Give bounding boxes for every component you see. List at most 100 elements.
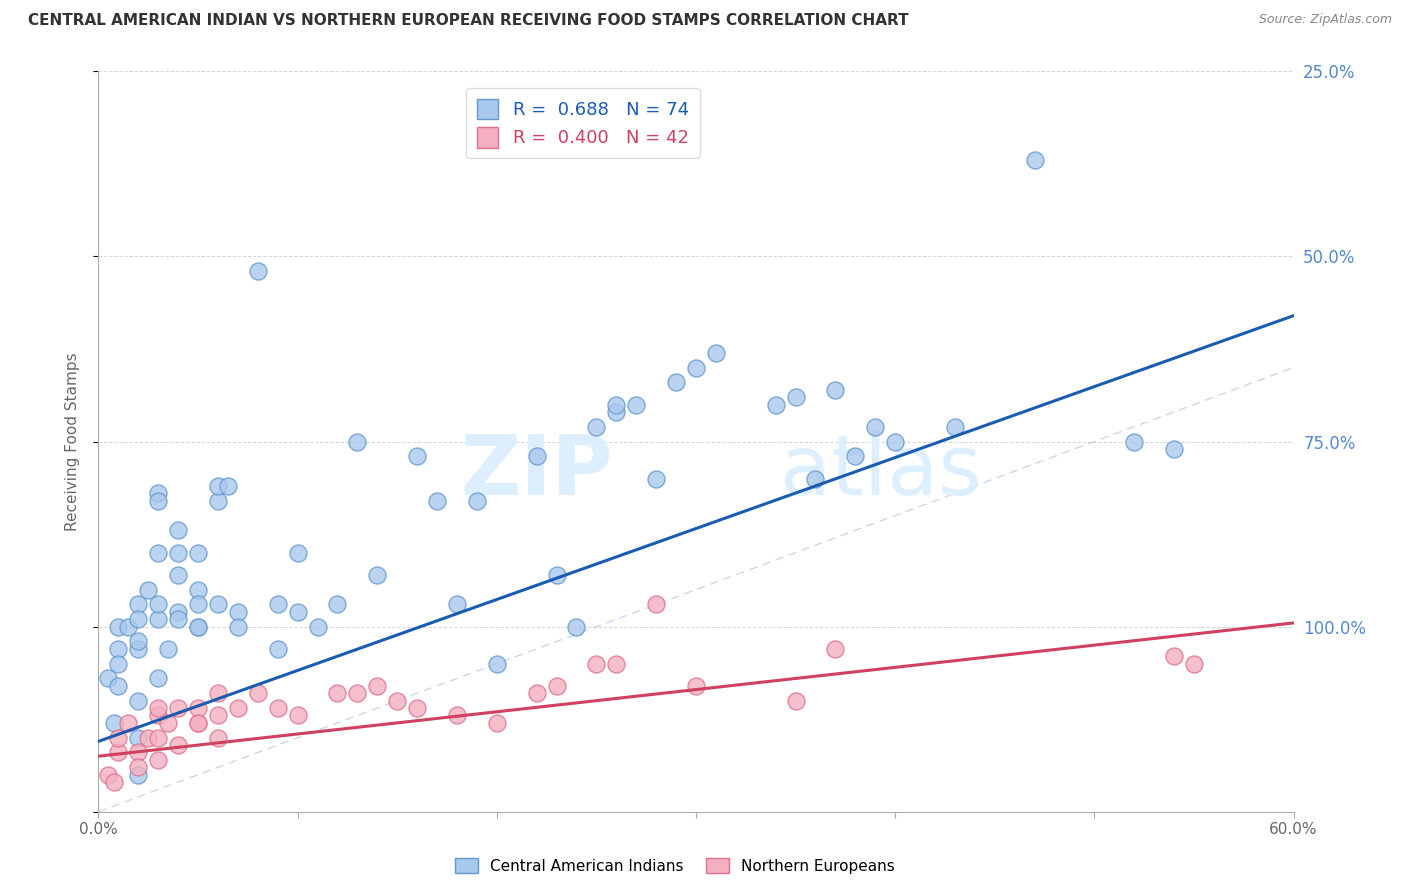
Point [207,708,229,723]
Point [127,598,149,612]
Point [526,686,548,700]
Point [406,450,429,464]
Point [943,419,966,434]
Point [267,641,290,656]
Point [804,471,827,485]
Point [187,701,209,715]
Point [207,479,229,493]
Point [406,701,429,715]
Point [167,738,190,752]
Point [1182,657,1205,671]
Point [187,582,209,597]
Legend: Central American Indians, Northern Europeans: Central American Indians, Northern Europ… [449,852,901,880]
Point [1163,442,1185,456]
Point [287,546,309,560]
Point [127,746,149,760]
Point [187,715,209,730]
Point [226,619,249,633]
Point [187,598,209,612]
Point [605,397,627,411]
Point [785,694,807,708]
Point [526,450,548,464]
Point [385,694,409,708]
Point [565,619,588,633]
Point [127,694,149,708]
Point [148,731,170,745]
Legend: R =  0.688   N = 74, R =  0.400   N = 42: R = 0.688 N = 74, R = 0.400 N = 42 [465,87,700,159]
Point [465,493,488,508]
Point [326,598,349,612]
Point [226,605,249,619]
Point [97,767,120,781]
Point [785,390,807,404]
Point [148,612,170,626]
Point [136,731,159,745]
Point [148,753,170,767]
Text: atlas: atlas [779,431,981,512]
Point [107,731,129,745]
Point [246,264,269,278]
Point [127,634,149,648]
Point [207,598,229,612]
Point [103,775,125,789]
Point [97,672,120,686]
Point [148,701,170,715]
Point [167,546,190,560]
Point [127,731,149,745]
Point [446,708,468,723]
Point [645,598,668,612]
Point [704,345,727,359]
Point [626,397,648,411]
Point [446,598,468,612]
Point [117,619,139,633]
Point [187,715,209,730]
Point [1163,649,1185,664]
Point [148,672,170,686]
Point [167,567,190,582]
Point [167,605,190,619]
Point [207,686,229,700]
Point [326,686,349,700]
Point [107,657,129,671]
Point [366,679,388,693]
Point [645,471,668,485]
Point [127,760,149,774]
Point [117,715,139,730]
Point [426,493,449,508]
Point [267,701,290,715]
Point [217,479,239,493]
Text: Source: ZipAtlas.com: Source: ZipAtlas.com [1258,13,1392,27]
Point [685,679,707,693]
Text: ZIP: ZIP [460,431,613,512]
Point [685,360,707,375]
Point [226,701,249,715]
Point [103,715,125,730]
Point [605,657,627,671]
Point [665,376,688,390]
Point [287,605,309,619]
Point [207,731,229,745]
Point [546,679,568,693]
Point [148,708,170,723]
Point [546,567,568,582]
Point [585,657,607,671]
Point [1024,153,1046,168]
Point [187,546,209,560]
Point [157,715,180,730]
Point [107,746,129,760]
Point [187,619,209,633]
Point [127,641,149,656]
Point [884,434,907,449]
Point [346,434,368,449]
Point [863,419,887,434]
Point [307,619,329,633]
Point [136,582,159,597]
Point [107,679,129,693]
Point [824,641,846,656]
Point [605,405,627,419]
Point [107,641,129,656]
Point [167,701,190,715]
Point [167,612,190,626]
Point [148,598,170,612]
Point [127,767,149,781]
